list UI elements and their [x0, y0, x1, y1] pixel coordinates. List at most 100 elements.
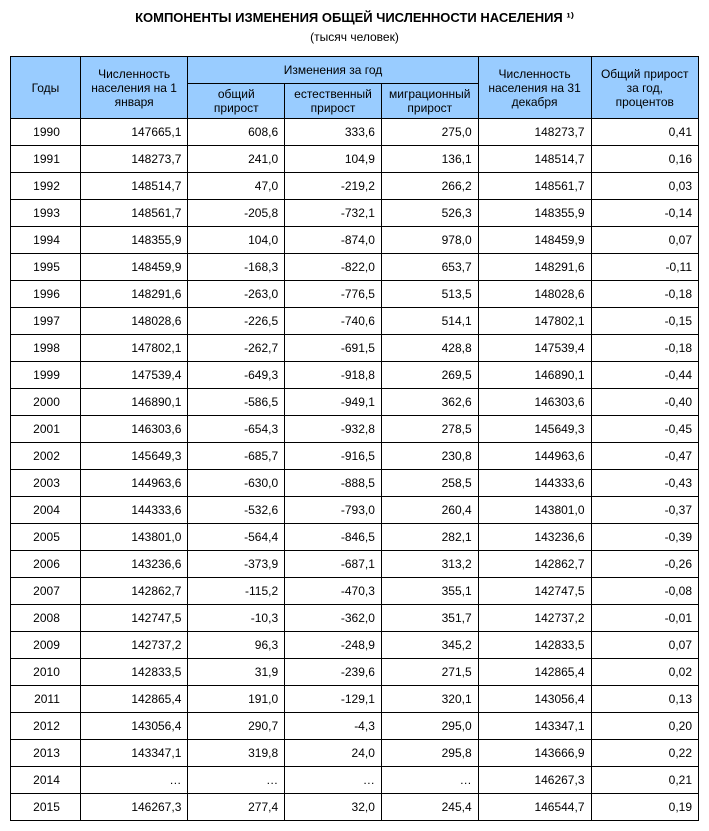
cell-year: 1991 [11, 146, 81, 173]
cell-pct: -0,15 [591, 308, 699, 335]
cell-migration: 230,8 [381, 443, 478, 470]
cell-pct: 0,19 [591, 794, 699, 821]
cell-total: -685,7 [188, 443, 285, 470]
cell-year: 1997 [11, 308, 81, 335]
cell-natural: 32,0 [285, 794, 382, 821]
table-row: 2001146303,6-654,3-932,8278,5145649,3-0,… [11, 416, 699, 443]
cell-pop-dec: 146303,6 [478, 389, 591, 416]
cell-pct: -0,43 [591, 470, 699, 497]
cell-total: -532,6 [188, 497, 285, 524]
cell-pop-jan: 142862,7 [80, 578, 188, 605]
cell-pct: 0,16 [591, 146, 699, 173]
cell-natural: 24,0 [285, 740, 382, 767]
header-pop-jan: Численность населения на 1 января [80, 57, 188, 119]
cell-natural: -888,5 [285, 470, 382, 497]
cell-pop-dec: 148459,9 [478, 227, 591, 254]
table-header: Годы Численность населения на 1 января И… [11, 57, 699, 119]
cell-migration: 271,5 [381, 659, 478, 686]
page-title: КОМПОНЕНТЫ ИЗМЕНЕНИЯ ОБЩЕЙ ЧИСЛЕННОСТИ Н… [10, 10, 699, 26]
table-row: 2006143236,6-373,9-687,1313,2142862,7-0,… [11, 551, 699, 578]
cell-total: -10,3 [188, 605, 285, 632]
cell-pct: 0,41 [591, 119, 699, 146]
cell-pct: -0,47 [591, 443, 699, 470]
cell-natural: 333,6 [285, 119, 382, 146]
cell-migration: 295,0 [381, 713, 478, 740]
table-row: 2004144333,6-532,6-793,0260,4143801,0-0,… [11, 497, 699, 524]
cell-pop-jan: 148291,6 [80, 281, 188, 308]
cell-pct: -0,39 [591, 524, 699, 551]
cell-pct: -0,08 [591, 578, 699, 605]
cell-pop-dec: 143236,6 [478, 524, 591, 551]
cell-migration: 282,1 [381, 524, 478, 551]
cell-pop-dec: 148291,6 [478, 254, 591, 281]
cell-natural: -219,2 [285, 173, 382, 200]
cell-total: -373,9 [188, 551, 285, 578]
cell-natural: -776,5 [285, 281, 382, 308]
population-table: Годы Численность населения на 1 января И… [10, 56, 699, 821]
cell-year: 2012 [11, 713, 81, 740]
cell-pop-dec: 147539,4 [478, 335, 591, 362]
cell-pop-dec: 148273,7 [478, 119, 591, 146]
cell-pop-jan: 143236,6 [80, 551, 188, 578]
cell-total: 319,8 [188, 740, 285, 767]
cell-pop-jan: 148561,7 [80, 200, 188, 227]
cell-pop-dec: 144963,6 [478, 443, 591, 470]
cell-year: 1994 [11, 227, 81, 254]
cell-pct: -0,14 [591, 200, 699, 227]
header-total-growth: общий прирост [188, 84, 285, 119]
cell-total: 608,6 [188, 119, 285, 146]
cell-pop-jan: 142833,5 [80, 659, 188, 686]
cell-pop-jan: 144963,6 [80, 470, 188, 497]
cell-pop-dec: 146267,3 [478, 767, 591, 794]
cell-total: -168,3 [188, 254, 285, 281]
cell-total: -226,5 [188, 308, 285, 335]
cell-year: 2009 [11, 632, 81, 659]
table-row: 1996148291,6-263,0-776,5513,5148028,6-0,… [11, 281, 699, 308]
cell-migration: 313,2 [381, 551, 478, 578]
cell-pop-jan: 145649,3 [80, 443, 188, 470]
cell-pct: 0,21 [591, 767, 699, 794]
cell-year: 1998 [11, 335, 81, 362]
cell-total: 104,0 [188, 227, 285, 254]
cell-pct: -0,11 [591, 254, 699, 281]
cell-year: 1999 [11, 362, 81, 389]
cell-migration: 266,2 [381, 173, 478, 200]
cell-year: 2007 [11, 578, 81, 605]
cell-pct: -0,18 [591, 281, 699, 308]
cell-pct: 0,07 [591, 632, 699, 659]
cell-total: -564,4 [188, 524, 285, 551]
cell-migration: 526,3 [381, 200, 478, 227]
cell-migration: 295,8 [381, 740, 478, 767]
cell-year: 2006 [11, 551, 81, 578]
cell-year: 1993 [11, 200, 81, 227]
cell-pop-dec: 147802,1 [478, 308, 591, 335]
table-row: 2013143347,1319,824,0295,8143666,90,22 [11, 740, 699, 767]
table-row: 1999147539,4-649,3-918,8269,5146890,1-0,… [11, 362, 699, 389]
cell-total: 96,3 [188, 632, 285, 659]
header-pop-dec: Численность населения на 31 декабря [478, 57, 591, 119]
cell-natural: -740,6 [285, 308, 382, 335]
cell-pct: 0,03 [591, 173, 699, 200]
cell-pop-dec: 144333,6 [478, 470, 591, 497]
cell-pop-dec: 146544,7 [478, 794, 591, 821]
cell-pop-jan: 146303,6 [80, 416, 188, 443]
cell-pop-jan: 143801,0 [80, 524, 188, 551]
table-row: 1994148355,9104,0-874,0978,0148459,90,07 [11, 227, 699, 254]
cell-pop-jan: 143056,4 [80, 713, 188, 740]
cell-total: -654,3 [188, 416, 285, 443]
cell-pop-jan: 147802,1 [80, 335, 188, 362]
cell-pop-dec: 143801,0 [478, 497, 591, 524]
table-row: 1998147802,1-262,7-691,5428,8147539,4-0,… [11, 335, 699, 362]
table-row: 2012143056,4290,7-4,3295,0143347,10,20 [11, 713, 699, 740]
cell-total: 31,9 [188, 659, 285, 686]
cell-natural: 104,9 [285, 146, 382, 173]
cell-pop-jan: 146890,1 [80, 389, 188, 416]
cell-pop-dec: 142737,2 [478, 605, 591, 632]
cell-migration: 355,1 [381, 578, 478, 605]
cell-pct: -0,44 [591, 362, 699, 389]
cell-total: 241,0 [188, 146, 285, 173]
cell-natural: -4,3 [285, 713, 382, 740]
cell-pop-jan: 148459,9 [80, 254, 188, 281]
cell-natural: -932,8 [285, 416, 382, 443]
cell-year: 1990 [11, 119, 81, 146]
